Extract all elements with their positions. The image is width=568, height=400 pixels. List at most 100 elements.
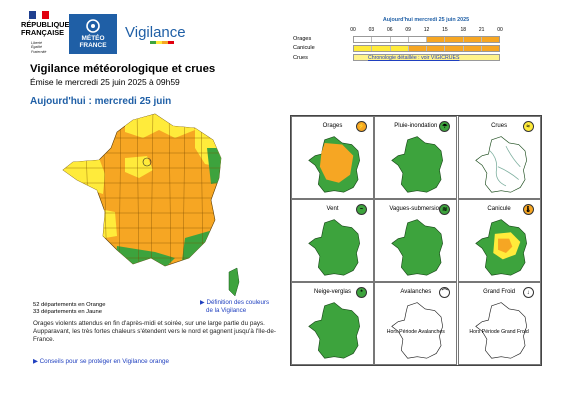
phenomenon-avalanches[interactable]: Avalanches ⌒ Hors Période Avalanches [374, 282, 458, 365]
phenomenon-title: Pluie-inondation [394, 123, 438, 129]
timeline-label-crues: Crues [293, 55, 308, 61]
timeline-segment [372, 37, 391, 42]
timeline-hour-label: 15 [442, 27, 448, 33]
avalanches-mini-map [391, 302, 444, 359]
mini-map-france [474, 136, 527, 193]
timeline-segment [408, 37, 427, 42]
timeline-segment [354, 46, 373, 51]
neige-verglas-icon: * [356, 287, 367, 298]
timeline-segment [427, 46, 446, 51]
timeline-segment [354, 37, 373, 42]
timeline-title: Aujourd'hui mercredi 25 juin 2025 [382, 17, 470, 23]
timeline-hour-label: 12 [423, 27, 430, 33]
map-corsica[interactable] [228, 267, 240, 297]
timeline-segment [445, 46, 464, 51]
definition-colors-link[interactable]: ▶ Définition des couleurs de la Vigilanc… [200, 299, 269, 314]
meteo-france-symbol-icon [86, 19, 100, 33]
phenomenon-title: Canicule [487, 206, 511, 212]
vigicrues-link[interactable]: Chronologie détaillée : voir VIGICRUES [368, 55, 460, 61]
timeline-segment [481, 46, 499, 51]
mini-map-alert-zone [319, 142, 354, 183]
canicule-mini-map [474, 219, 527, 276]
timeline-segment [463, 46, 482, 51]
rivers [489, 145, 521, 187]
timeline-segment [481, 37, 499, 42]
timeline-segment [445, 37, 464, 42]
canicule-icon: 🌡 [522, 204, 534, 215]
today-heading: Aujourd'hui : mercredi 25 juin [30, 96, 172, 107]
definition-link-line-1[interactable]: ▶ Définition des couleurs [200, 299, 270, 306]
timeline-bar-orages[interactable] [353, 36, 500, 43]
mini-map-france [308, 219, 360, 276]
timeline-segment [463, 37, 482, 42]
vigilance-brand: Vigilance [125, 24, 186, 41]
motto-egalite: Égalité [31, 45, 42, 50]
grand-froid-icon: ↓ [522, 287, 534, 298]
orages-mini-map [308, 136, 360, 193]
timeline-hour-label: 21 [478, 27, 485, 33]
timeline-hours: 00 03 06 09 12 15 18 21 00 [350, 27, 503, 34]
out-of-season-note: Hors Période Avalanches [386, 329, 445, 335]
phenomenon-pluie-inondation[interactable]: Pluie-inondation ☂ [374, 116, 458, 199]
meteo-france-logo[interactable]: MÉTÉO FRANCE [69, 14, 117, 54]
timeline-hour-label: 03 [368, 27, 375, 33]
timeline-segment [408, 46, 427, 51]
mf-line-2: FRANCE [79, 42, 107, 49]
mf-line-1: MÉTÉO [81, 35, 105, 42]
phenomenon-title: Vagues-submersion [389, 206, 443, 212]
motto-fraternite: Fraternité [31, 49, 47, 54]
timeline-segment [390, 37, 409, 42]
timeline-hour-label: 00 [497, 27, 503, 33]
vent-mini-map [308, 219, 360, 276]
phenomenon-neige-verglas[interactable]: Neige-verglas * [291, 282, 374, 365]
vagues-submersion-icon: ≋ [439, 204, 451, 215]
main-vigilance-map[interactable] [55, 108, 285, 298]
avalanches-icon: ⌒ [439, 287, 451, 298]
map-yellow-west [63, 158, 105, 194]
timeline-crues-row: Chronologie détaillée : voir VIGICRUES [353, 54, 500, 61]
department-stats: 52 départements en Orange 33 département… [33, 302, 106, 316]
phenomenon-canicule[interactable]: Canicule 🌡 [457, 199, 541, 282]
mini-map-france [391, 302, 444, 359]
phenomenon-crues[interactable]: Crues ≈ [457, 116, 541, 199]
conseils-link[interactable]: ▶ Conseils pour se protéger en Vigilance… [33, 358, 169, 365]
timeline-segment [372, 46, 391, 51]
stat-jaune: 33 départements en Jaune [33, 309, 102, 315]
definition-link-line-2[interactable]: de la Vigilance [206, 306, 247, 314]
phenomenon-title: Vent [326, 206, 339, 212]
vent-icon: ~ [356, 204, 367, 215]
pluie-inondation-mini-map [391, 136, 444, 193]
neige-verglas-mini-map [308, 302, 360, 359]
phenomenon-vent[interactable]: Vent ~ [291, 199, 374, 282]
timeline-hour-label: 09 [405, 27, 411, 33]
timeline-label-canicule: Canicule [293, 45, 315, 51]
phenomenon-orages[interactable]: Orages ⚡ [291, 116, 374, 199]
timeline-hour-label: 00 [350, 27, 356, 33]
grand-froid-mini-map [474, 302, 527, 359]
timeline-segment [427, 37, 446, 42]
orages-icon: ⚡ [356, 121, 367, 132]
mini-map-france [391, 219, 444, 276]
phenomenon-grand-froid[interactable]: Grand Froid ↓ Hors Période Grand Froid [457, 282, 541, 365]
mini-map-france [474, 302, 527, 359]
vagues-submersion-mini-map [391, 219, 444, 276]
timeline-label-orages: Orages [293, 36, 312, 42]
vigilance-color-strip [150, 41, 174, 44]
paris-marker-icon[interactable] [142, 157, 152, 167]
phenomenon-title: Orages [322, 123, 343, 129]
mini-map-france [308, 302, 360, 359]
phenomenon-vagues-submersion[interactable]: Vagues-submersion ≋ [374, 199, 458, 282]
crues-icon: ≈ [522, 121, 534, 132]
republique-francaise-logo: RÉPUBLIQUE FRANÇAISE [21, 21, 69, 37]
forecast-comment: Orages violents attendus en fin d'après-… [33, 320, 277, 343]
emission-time: Émise le mercredi 25 juin 2025 à 09h59 [30, 77, 180, 87]
timeline-hour-label: 06 [386, 27, 393, 33]
timeline-bar-canicule[interactable] [353, 45, 500, 52]
mini-map-france [391, 136, 444, 193]
phenomenon-title: Grand Froid [483, 289, 516, 295]
stat-orange: 52 départements en Orange [33, 302, 106, 308]
rf-motto: Liberté Égalité Fraternité [31, 41, 46, 54]
phenomenon-title: Crues [491, 123, 508, 129]
phenomenon-title: Neige-verglas [313, 289, 352, 295]
page-title: Vigilance météorologique et crues [30, 63, 216, 75]
